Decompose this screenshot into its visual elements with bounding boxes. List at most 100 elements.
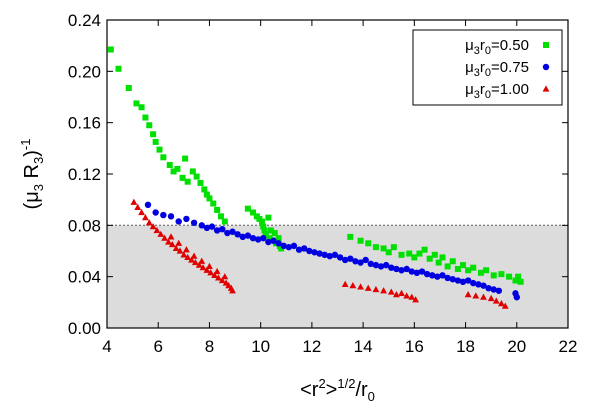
data-point [483,267,490,274]
data-point [149,223,157,230]
data-point [365,240,372,247]
data-point [213,267,221,275]
data-point [431,251,438,258]
data-point [464,291,472,298]
data-point [150,131,157,138]
data-point [219,225,226,233]
data-point [138,104,145,111]
data-point [221,218,228,225]
legend-label-0.50: μ3r0=0.50 [465,37,529,57]
data-point [189,168,196,175]
x-tick-label: 14 [354,337,373,356]
y-tick-label: 0.20 [68,62,101,81]
data-point [160,154,167,161]
data-point [506,273,513,280]
data-point [167,213,175,220]
data-point [190,252,198,259]
data-point [459,262,466,269]
data-point [403,292,411,299]
data-point [449,258,456,265]
data-point [229,228,236,235]
y-axis-title: (μ3 R3)-1 [18,139,46,210]
data-point [142,114,149,121]
data-point [470,264,477,271]
data-point [357,259,364,266]
data-point [412,296,420,303]
data-point [130,198,138,205]
x-axis-title-sup2: 1/2 [337,376,355,391]
data-point [217,213,224,220]
y-axis-title-mid: R [21,164,43,184]
legend-sub: 0 [485,45,491,57]
data-point [388,264,395,271]
data-point [167,233,175,240]
series-circle [144,201,520,301]
data-point [372,244,379,251]
series-triangle [130,198,509,309]
data-point [357,237,364,244]
axis-ticks: 4 6 8 10 12 14 16 18 20 22 0.00 0.04 0.08 0.12 0.16 0.2… [68,11,578,356]
data-point [352,258,359,265]
data-point [393,291,400,298]
data-point [180,251,188,258]
legend-entry-0.75: μ3r0=0.75 [465,59,550,79]
data-point [224,229,231,237]
y-axis-title-close: ) [21,150,43,157]
data-point [172,244,180,252]
y-axis-title-sup: -1 [18,139,33,151]
x-axis-title: <r2>1/2/r0 [300,376,375,404]
data-point [465,267,472,274]
data-point [188,256,195,263]
legend-sub: 0 [485,89,491,101]
data-point [197,179,204,186]
legend-value: =0.75 [491,59,529,76]
data-point [208,223,216,230]
y-tick-label: 0.24 [68,11,101,30]
data-point [372,285,380,293]
x-tick-label: 22 [559,337,578,356]
data-point [512,277,519,284]
data-point [260,234,267,242]
data-point [301,245,308,252]
data-point [134,203,142,210]
data-point [449,276,456,283]
data-point [311,249,318,256]
data-point [316,250,323,257]
data-point [270,237,277,244]
data-point [161,234,169,241]
data-point [249,234,257,242]
data-point [211,271,218,278]
data-point [470,279,477,287]
data-point [260,223,267,230]
data-point [201,186,208,193]
data-point [421,246,428,253]
data-point [249,209,256,216]
legend-r: r [480,81,485,98]
data-point [472,292,480,299]
data-point [199,264,207,271]
x-axis-title-sup1: 2 [318,376,325,391]
data-point [423,270,431,278]
data-point [271,230,278,237]
legend-marker [542,63,550,71]
data-point [214,206,221,213]
data-point [341,280,349,287]
data-point [261,227,268,234]
data-point [398,251,405,258]
data-point [152,138,159,145]
legend-mu: μ [465,59,474,76]
data-point [157,230,165,237]
plot-frame [106,19,569,329]
data-point [418,268,426,275]
data-point [133,100,140,107]
data-point [166,162,173,169]
data-point [331,251,339,259]
data-point [267,227,274,234]
data-point [490,286,497,293]
data-point [183,215,190,223]
data-point [254,236,262,243]
data-point [160,211,167,219]
data-point [210,200,217,207]
data-point [434,273,441,280]
data-point [265,238,272,246]
